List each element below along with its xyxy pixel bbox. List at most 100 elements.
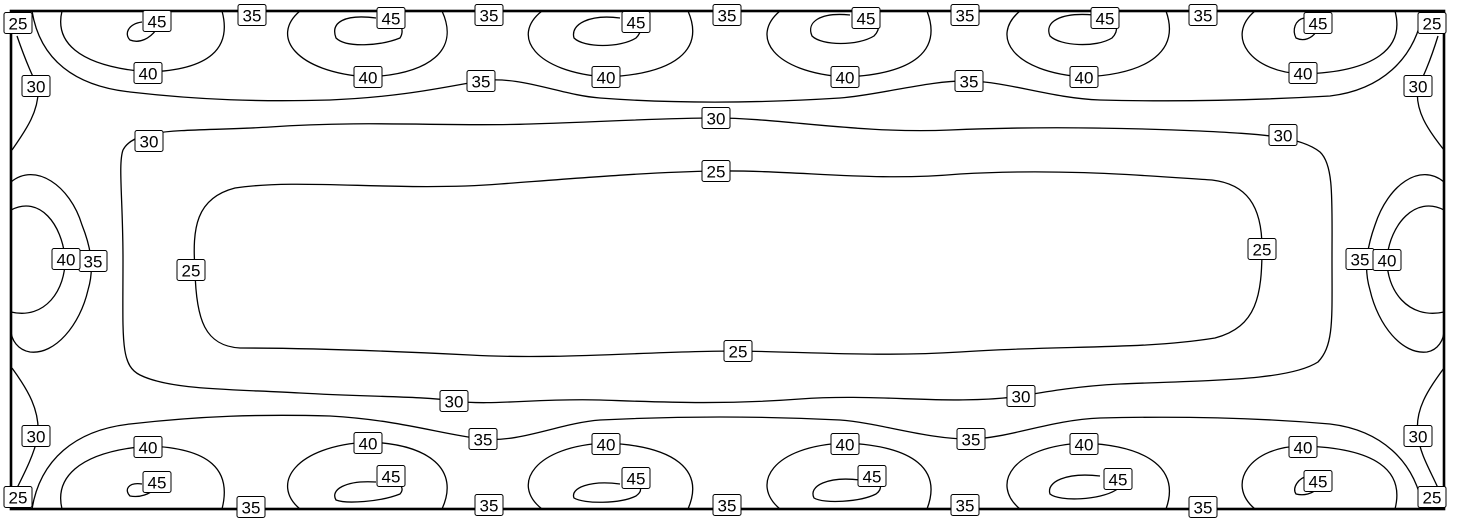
contour-label-box bbox=[474, 494, 504, 516]
contour-label-text: 25 bbox=[729, 343, 748, 362]
contour-label-text: 40 bbox=[57, 251, 76, 270]
contour-label-box bbox=[176, 259, 206, 281]
contour-label-25-tl: 25 bbox=[3, 12, 33, 34]
contour-label-box bbox=[851, 7, 881, 29]
plot-frame bbox=[9, 9, 1446, 511]
contour-label-text: 25 bbox=[182, 262, 201, 281]
contour-label-text: 35 bbox=[84, 253, 103, 272]
contour-label-25-top: 25 bbox=[701, 160, 731, 182]
contour-label-box bbox=[134, 130, 164, 152]
contour-label-text: 45 bbox=[382, 468, 401, 487]
contour-label-text: 35 bbox=[480, 7, 499, 26]
contour-label-text: 30 bbox=[140, 133, 159, 152]
contour-label-text: 35 bbox=[1194, 499, 1213, 518]
contour-label-box bbox=[1403, 425, 1433, 447]
contour-label-box bbox=[21, 425, 51, 447]
contour-label-35-wave-bot-2: 35 bbox=[956, 428, 986, 450]
contour-label-35-wave-bot-1: 35 bbox=[468, 428, 498, 450]
contour-label-box bbox=[723, 340, 753, 362]
contour-label-text: 30 bbox=[27, 428, 46, 447]
contour-label-40-top-2: 40 bbox=[353, 66, 383, 88]
contour-label-text: 40 bbox=[597, 436, 616, 455]
contour-label-45-top-3: 45 bbox=[621, 11, 651, 33]
contour-label-30-ring-br: 30 bbox=[1006, 385, 1036, 407]
contour-label-25-left: 25 bbox=[176, 259, 206, 281]
contour-label-45-top-1: 45 bbox=[142, 10, 172, 32]
contour-label-25-bottom: 25 bbox=[723, 340, 753, 362]
contour-label-box bbox=[701, 160, 731, 182]
contour-label-box bbox=[133, 436, 163, 458]
contour-label-box bbox=[237, 4, 267, 26]
contour-label-box bbox=[1288, 62, 1318, 84]
contour-label-text: 40 bbox=[836, 69, 855, 88]
contour-label-box bbox=[591, 66, 621, 88]
contour-lines bbox=[10, 10, 1445, 510]
contour-label-box bbox=[236, 496, 266, 518]
contour-label-40-top-5: 40 bbox=[1069, 66, 1099, 88]
contour-label-box bbox=[712, 4, 742, 26]
contour-label-25-right: 25 bbox=[1247, 238, 1277, 260]
contour-label-box bbox=[1372, 249, 1402, 271]
contour-35-top-wave bbox=[31, 10, 1424, 103]
contour-label-text: 45 bbox=[1096, 10, 1115, 29]
contour-label-box bbox=[439, 390, 469, 412]
contour-label-box bbox=[1268, 124, 1298, 146]
contour-label-35-bot-4: 35 bbox=[950, 494, 980, 516]
contour-label-35-bot-2: 35 bbox=[474, 494, 504, 516]
contour-label-35-left: 35 bbox=[78, 250, 108, 272]
contour-label-text: 40 bbox=[1294, 439, 1313, 458]
contour-label-text: 35 bbox=[243, 7, 262, 26]
contour-label-text: 35 bbox=[242, 499, 261, 518]
contour-label-35-top-4: 35 bbox=[950, 4, 980, 26]
contour-label-box bbox=[1188, 4, 1218, 26]
contour-label-text: 35 bbox=[480, 497, 499, 516]
contour-label-box bbox=[468, 428, 498, 450]
contour-label-text: 35 bbox=[1351, 251, 1370, 270]
contour-label-30-right-top: 30 bbox=[1403, 75, 1433, 97]
contour-label-text: 30 bbox=[1274, 127, 1293, 146]
contour-label-text: 25 bbox=[9, 489, 28, 508]
contour-label-40-bot-3: 40 bbox=[591, 433, 621, 455]
contour-label-box bbox=[1303, 470, 1333, 492]
contour-label-box bbox=[1247, 238, 1277, 260]
contour-label-text: 45 bbox=[148, 13, 167, 32]
contour-label-text: 25 bbox=[1423, 15, 1442, 34]
contour-label-30-ring-top: 30 bbox=[701, 107, 731, 129]
contour-label-box bbox=[353, 66, 383, 88]
contour-label-45-bot-3: 45 bbox=[621, 467, 651, 489]
contour-label-45-bot-2: 45 bbox=[376, 465, 406, 487]
contour-label-40-right: 40 bbox=[1372, 249, 1402, 271]
contour-label-text: 45 bbox=[1309, 473, 1328, 492]
contour-label-box bbox=[376, 465, 406, 487]
contour-label-box bbox=[712, 494, 742, 516]
contour-label-box bbox=[950, 494, 980, 516]
contour-label-text: 45 bbox=[1109, 471, 1128, 490]
contour-30-ring bbox=[120, 117, 1333, 404]
contour-label-text: 30 bbox=[1409, 78, 1428, 97]
contour-label-text: 30 bbox=[1012, 388, 1031, 407]
contour-label-45-bot-4: 45 bbox=[857, 465, 887, 487]
contour-label-box bbox=[830, 66, 860, 88]
contour-label-text: 35 bbox=[956, 7, 975, 26]
contour-label-text: 30 bbox=[707, 110, 726, 129]
contour-label-35-top-1: 35 bbox=[237, 4, 267, 26]
contour-label-40-bot-4: 40 bbox=[830, 433, 860, 455]
contour-label-text: 35 bbox=[1194, 7, 1213, 26]
contour-label-30-ring-bl: 30 bbox=[439, 390, 469, 412]
contour-label-30-left-bot: 30 bbox=[21, 425, 51, 447]
contour-label-text: 40 bbox=[1294, 65, 1313, 84]
contour-label-text: 40 bbox=[359, 69, 378, 88]
contour-label-text: 40 bbox=[597, 69, 616, 88]
contour-label-box bbox=[1288, 436, 1318, 458]
contour-label-35-top-5: 35 bbox=[1188, 4, 1218, 26]
contour-label-40-left: 40 bbox=[51, 248, 81, 270]
contour-label-text: 45 bbox=[627, 470, 646, 489]
contour-label-text: 45 bbox=[627, 14, 646, 33]
contour-label-text: 25 bbox=[1253, 241, 1272, 260]
contour-label-box bbox=[621, 467, 651, 489]
contour-label-text: 40 bbox=[1378, 252, 1397, 271]
contour-label-box bbox=[3, 486, 33, 508]
contour-label-box bbox=[376, 7, 406, 29]
contour-label-box bbox=[1103, 468, 1133, 490]
contour-label-text: 40 bbox=[139, 439, 158, 458]
